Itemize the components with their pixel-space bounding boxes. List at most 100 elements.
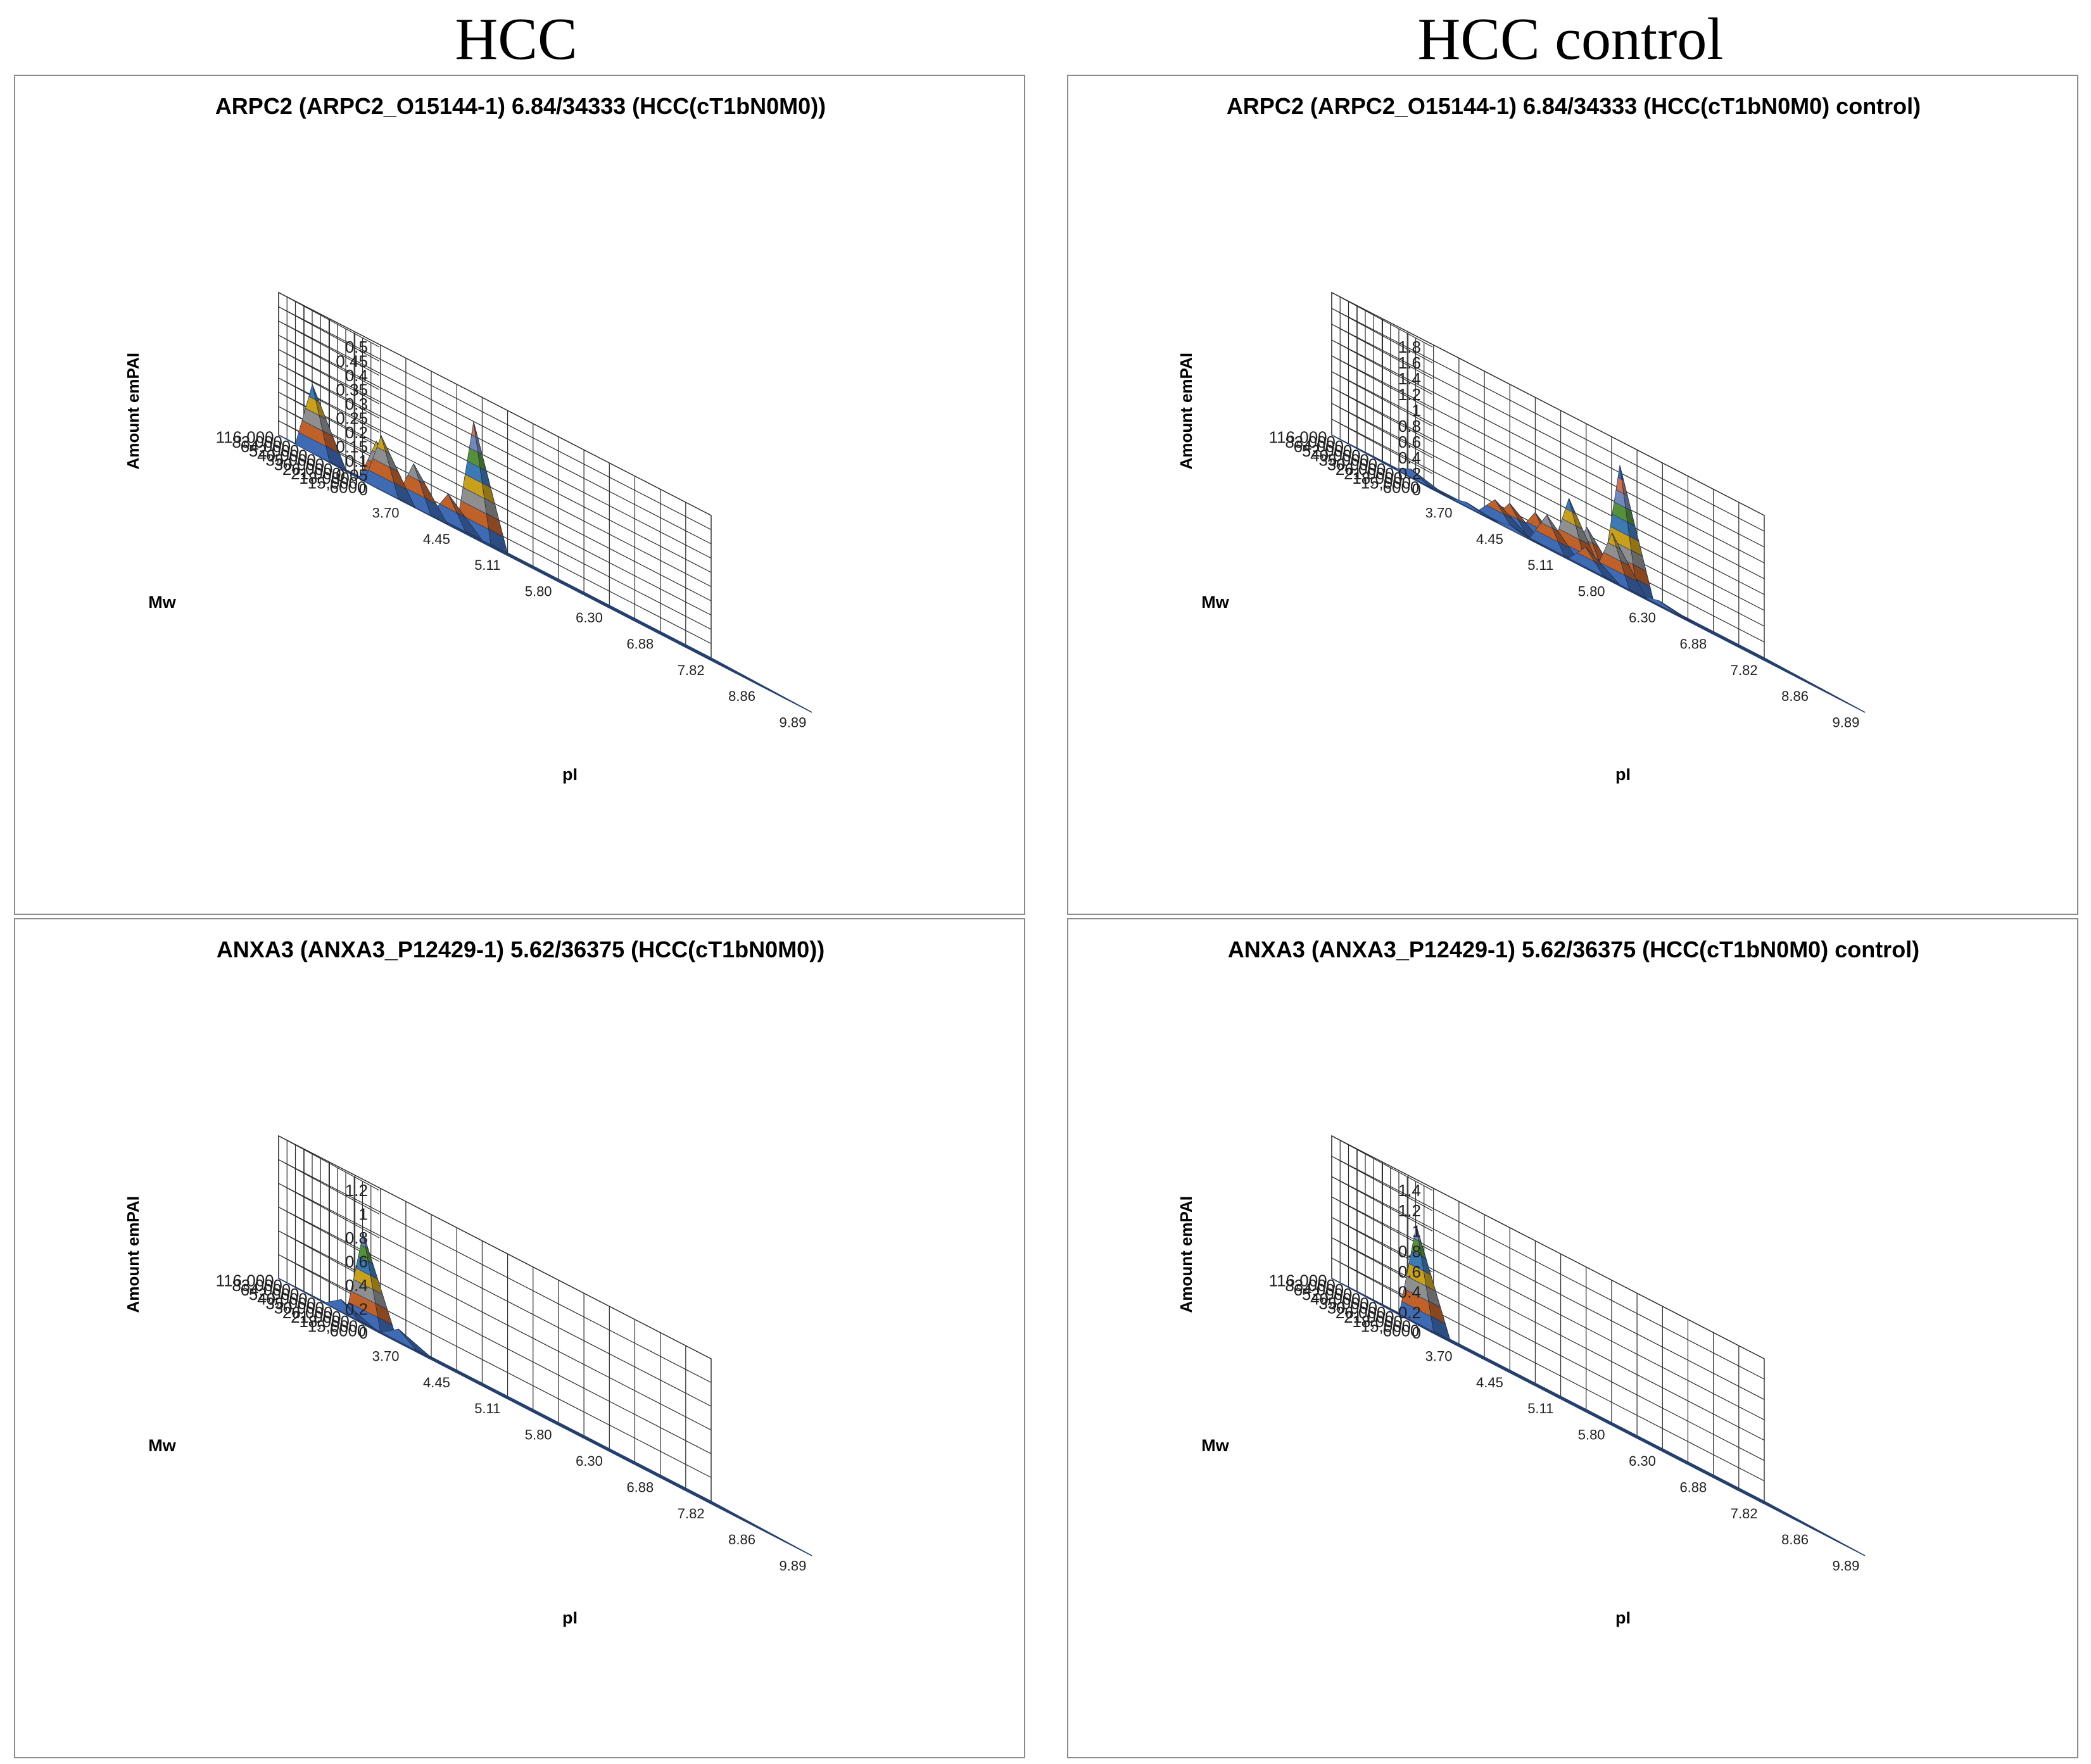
pi-axis-title: pI xyxy=(1615,765,1631,784)
peak-band xyxy=(363,1233,369,1249)
y-tick-label: 0.6 xyxy=(1398,1263,1421,1282)
pi-tick-label: 6.30 xyxy=(576,610,603,626)
mw-tick-label: 26,000 xyxy=(282,1303,333,1322)
y-tick-label: 0.8 xyxy=(1398,1242,1421,1261)
peak xyxy=(1568,546,1620,585)
y-tick-label: 1.2 xyxy=(1398,1201,1421,1220)
y-tick-label: 0 xyxy=(1412,480,1421,499)
peak-band xyxy=(1546,514,1558,532)
chart-panel-arpc2-control: ARPC2 (ARPC2_O15144-1) 6.84/34333 (HCC(c… xyxy=(1067,75,2078,915)
chart-svg: ARPC2 (ARPC2_O15144-1) 6.84/34333 (HCC(c… xyxy=(123,93,826,784)
pi-tick-label: 8.86 xyxy=(1781,688,1809,704)
peak-band xyxy=(1612,532,1621,550)
pi-axis-title: pI xyxy=(562,765,578,784)
peak-band xyxy=(448,493,465,517)
pi-tick-label: 4.45 xyxy=(423,531,450,547)
mw-tick-label: 6000 xyxy=(1383,477,1420,496)
pi-tick-label: 5.80 xyxy=(1578,1427,1605,1443)
peak-band xyxy=(1569,498,1577,515)
chart-peaks xyxy=(1399,1225,1451,1341)
y-tick-label: 0.1 xyxy=(345,451,368,470)
y-tick-label: 0.4 xyxy=(1398,1283,1421,1302)
pi-axis: 3.70 4.45 5.11 5.80 6.30 6.88 7.82 8.86 9.89 xyxy=(372,1348,807,1573)
pi-tick-label: 6.88 xyxy=(626,1479,654,1495)
mw-tick-label: 26,000 xyxy=(1336,460,1386,479)
pi-tick-label: 9.89 xyxy=(779,1558,806,1574)
peak xyxy=(1449,497,1501,524)
y-axis-title: Amount emPAI xyxy=(123,1196,142,1313)
mw-tick-label: 6000 xyxy=(330,1321,367,1340)
peak-band xyxy=(1509,503,1527,524)
peak-band xyxy=(1410,469,1445,495)
mw-tick-label: 15,000 xyxy=(1361,473,1412,492)
pi-tick-label: 5.11 xyxy=(474,1401,500,1416)
y-tick-label: 0.2 xyxy=(345,1300,368,1319)
y-tick-label: 1.8 xyxy=(1398,337,1421,356)
pi-tick-label: 6.30 xyxy=(1629,1453,1656,1469)
mw-tick-label: 6000 xyxy=(1383,1321,1420,1340)
pi-tick-label: 9.89 xyxy=(1832,1558,1859,1574)
y-tick-label: 0.6 xyxy=(1398,432,1421,451)
chart-peaks xyxy=(1394,465,1694,623)
wall-gridline xyxy=(278,306,712,531)
mw-tick-label: 18,000 xyxy=(1352,1312,1403,1331)
y-axis: 00.20.40.60.811.21.41.61.8 xyxy=(1398,337,1421,499)
y-tick-label: 0.2 xyxy=(345,423,368,442)
mw-tick-label: 21,000 xyxy=(1344,464,1394,483)
wall-gridline xyxy=(278,1206,712,1431)
y-tick-label: 0.8 xyxy=(1398,417,1421,436)
mw-tick-label: 83,000 xyxy=(1285,432,1336,451)
peak-band xyxy=(1494,499,1512,519)
mw-tick-label: 21,000 xyxy=(291,464,341,483)
mw-tick-label: 83,000 xyxy=(1285,1276,1336,1295)
peak xyxy=(346,1232,398,1341)
chart-title: ARPC2 (ARPC2_O15144-1) 6.84/34333 (HCC(c… xyxy=(1227,93,1921,119)
y-tick-label: 0.6 xyxy=(345,1252,368,1271)
wall-gridline xyxy=(278,420,712,645)
pi-tick-label: 6.88 xyxy=(1679,636,1707,652)
chart-svg: ANXA3 (ANXA3_P12429-1) 5.62/36375 (HCC(c… xyxy=(1177,936,1919,1627)
peak-band xyxy=(312,384,320,403)
peak xyxy=(1529,514,1581,565)
pi-tick-label: 7.82 xyxy=(678,662,705,678)
mw-tick-label: 116,000 xyxy=(216,428,274,447)
pi-tick-label: 5.80 xyxy=(525,584,552,600)
y-tick-label: 0.4 xyxy=(345,366,368,385)
y-tick-label: 0.35 xyxy=(336,381,368,400)
y-tick-label: 1.4 xyxy=(1398,1181,1421,1200)
y-tick-label: 0.3 xyxy=(345,394,368,413)
wall-gridline xyxy=(1331,1237,1765,1461)
peak-band xyxy=(1510,525,1545,548)
mw-axis-title: Mw xyxy=(1201,593,1229,612)
pi-tick-label: 9.89 xyxy=(779,715,806,731)
peak xyxy=(431,493,483,541)
mw-tick-label: 15,000 xyxy=(1361,1316,1412,1335)
mw-tick-label: 26,000 xyxy=(282,460,333,479)
mw-tick-label: 21,000 xyxy=(291,1307,341,1326)
mw-tick-label: 83,000 xyxy=(232,1276,282,1295)
mw-tick-label: 35,000 xyxy=(1318,450,1369,469)
mw-tick-label: 15,000 xyxy=(308,1316,358,1335)
wall-gridline xyxy=(1331,1176,1765,1400)
mw-tick-label: 35,000 xyxy=(1318,1294,1369,1313)
chart-title: ARPC2 (ARPC2_O15144-1) 6.84/34333 (HCC(c… xyxy=(215,93,826,119)
pi-tick-label: 7.82 xyxy=(678,1506,705,1521)
mw-tick-label: 6000 xyxy=(330,477,367,496)
mw-tick-label: 35,000 xyxy=(265,450,316,469)
pi-tick-label: 8.86 xyxy=(1781,1532,1809,1547)
mw-tick-label: 30,000 xyxy=(1327,455,1378,474)
mw-tick-label: 83,000 xyxy=(232,432,282,451)
wall-gridline xyxy=(1331,292,1765,516)
wall-gridline xyxy=(1331,1196,1765,1420)
peak xyxy=(1399,1225,1451,1341)
pi-tick-label: 3.70 xyxy=(372,1348,400,1364)
wall-gridline xyxy=(278,320,712,545)
chart-svg: ARPC2 (ARPC2_O15144-1) 6.84/34333 (HCC(c… xyxy=(1177,93,1921,784)
y-tick-label: 0.2 xyxy=(1398,464,1421,483)
mw-tick-label: 116,000 xyxy=(1269,1271,1327,1290)
y-tick-label: 0.2 xyxy=(1398,1303,1421,1322)
peak xyxy=(381,1328,433,1359)
peak xyxy=(363,435,416,508)
peak xyxy=(323,1299,376,1330)
chart-panel-arpc2-hcc: ARPC2 (ARPC2_O15144-1) 6.84/34333 (HCC(c… xyxy=(14,75,1025,915)
